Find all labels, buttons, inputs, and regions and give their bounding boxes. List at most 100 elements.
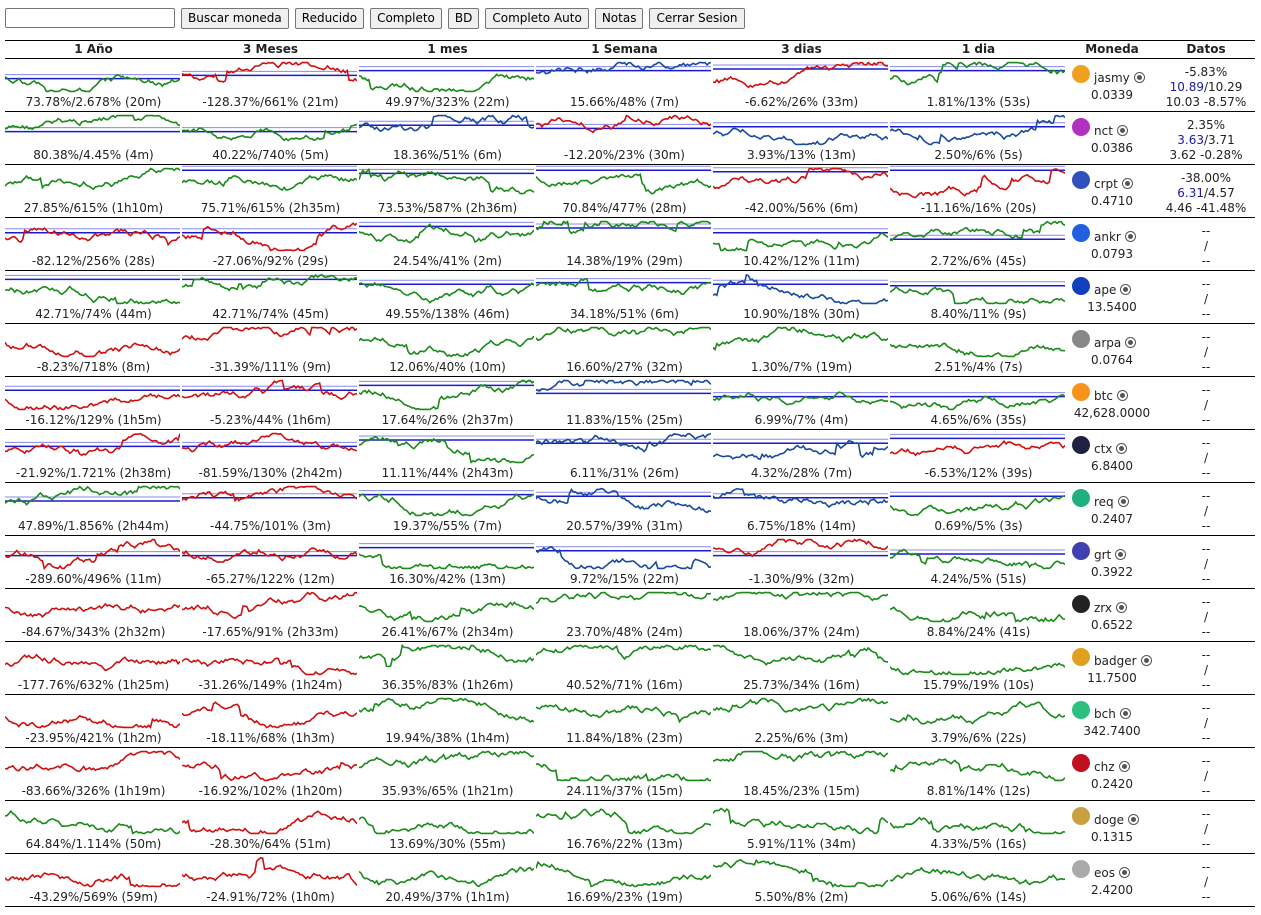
sparkline-cell-3-meses[interactable]: -18.11%/68% (1h3m): [182, 695, 359, 747]
cerrar-sesion-button[interactable]: Cerrar Sesion: [649, 7, 745, 29]
gear-icon[interactable]: [1120, 284, 1132, 295]
sparkline-cell-1-semana[interactable]: 11.83%/15% (25m): [536, 377, 713, 429]
sparkline-cell-1-ano[interactable]: -8.23%/718% (8m): [5, 324, 182, 376]
sparkline-cell-1-semana[interactable]: 15.66%/48% (7m): [536, 59, 713, 111]
sparkline-cell-1-dia[interactable]: 2.51%/4% (7s): [890, 324, 1067, 376]
search-input[interactable]: [5, 8, 175, 28]
sparkline-cell-1-ano[interactable]: 73.78%/2.678% (20m): [5, 59, 182, 111]
sparkline-cell-1-semana[interactable]: 16.76%/22% (13m): [536, 801, 713, 853]
sparkline-cell-3-dias[interactable]: 18.45%/23% (15m): [713, 748, 890, 800]
coin-symbol-link[interactable]: req: [1094, 495, 1129, 509]
coin-symbol-link[interactable]: zrx: [1094, 601, 1128, 615]
sparkline-cell-1-ano[interactable]: -43.29%/569% (59m): [5, 854, 182, 906]
coin-symbol-link[interactable]: ape: [1094, 283, 1132, 297]
sparkline-cell-3-meses[interactable]: -128.37%/661% (21m): [182, 59, 359, 111]
sparkline-cell-1-semana[interactable]: 20.57%/39% (31m): [536, 483, 713, 535]
sparkline-cell-3-meses[interactable]: 75.71%/615% (2h35m): [182, 165, 359, 217]
gear-icon[interactable]: [1118, 867, 1130, 878]
sparkline-cell-1-semana[interactable]: 70.84%/477% (28m): [536, 165, 713, 217]
sparkline-cell-1-ano[interactable]: 42.71%/74% (44m): [5, 271, 182, 323]
completo-auto-button[interactable]: Completo Auto: [485, 7, 589, 29]
gear-icon[interactable]: [1116, 602, 1128, 613]
sparkline-cell-1-semana[interactable]: 16.69%/23% (19m): [536, 854, 713, 906]
sparkline-cell-3-dias[interactable]: 3.93%/13% (13m): [713, 112, 890, 164]
sparkline-cell-1-ano[interactable]: 80.38%/4.45% (4m): [5, 112, 182, 164]
sparkline-cell-1-ano[interactable]: 27.85%/615% (1h10m): [5, 165, 182, 217]
sparkline-cell-3-meses[interactable]: -28.30%/64% (51m): [182, 801, 359, 853]
sparkline-cell-1-mes[interactable]: 17.64%/26% (2h37m): [359, 377, 536, 429]
sparkline-cell-1-dia[interactable]: 2.72%/6% (45s): [890, 218, 1067, 270]
coin-symbol-link[interactable]: eos: [1094, 866, 1130, 880]
coin-symbol-link[interactable]: arpa: [1094, 336, 1137, 350]
gear-icon[interactable]: [1118, 761, 1130, 772]
reducido-button[interactable]: Reducido: [294, 7, 365, 29]
coin-symbol-link[interactable]: doge: [1094, 813, 1139, 827]
sparkline-cell-3-dias[interactable]: 5.50%/8% (2m): [713, 854, 890, 906]
coin-symbol-link[interactable]: crpt: [1094, 177, 1133, 191]
coin-symbol-link[interactable]: nct: [1094, 124, 1128, 138]
sparkline-cell-3-dias[interactable]: -42.00%/56% (6m): [713, 165, 890, 217]
sparkline-cell-1-ano[interactable]: -84.67%/343% (2h32m): [5, 589, 182, 641]
notas-button[interactable]: Notas: [594, 7, 644, 29]
sparkline-cell-3-dias[interactable]: 5.91%/11% (34m): [713, 801, 890, 853]
sparkline-cell-1-semana[interactable]: 23.70%/48% (24m): [536, 589, 713, 641]
sparkline-cell-1-ano[interactable]: -21.92%/1.721% (2h38m): [5, 430, 182, 482]
coin-symbol-link[interactable]: grt: [1094, 548, 1127, 562]
sparkline-cell-3-dias[interactable]: -1.30%/9% (32m): [713, 536, 890, 588]
gear-icon[interactable]: [1125, 337, 1137, 348]
sparkline-cell-1-dia[interactable]: 15.79%/19% (10s): [890, 642, 1067, 694]
sparkline-cell-3-dias[interactable]: 4.32%/28% (7m): [713, 430, 890, 482]
sparkline-cell-1-mes[interactable]: 20.49%/37% (1h1m): [359, 854, 536, 906]
sparkline-cell-3-dias[interactable]: 10.42%/12% (11m): [713, 218, 890, 270]
sparkline-cell-1-ano[interactable]: -83.66%/326% (1h19m): [5, 748, 182, 800]
gear-icon[interactable]: [1119, 708, 1131, 719]
sparkline-cell-1-ano[interactable]: 64.84%/1.114% (50m): [5, 801, 182, 853]
sparkline-cell-1-ano[interactable]: 47.89%/1.856% (2h44m): [5, 483, 182, 535]
sparkline-cell-1-semana[interactable]: 40.52%/71% (16m): [536, 642, 713, 694]
sparkline-cell-1-semana[interactable]: 24.11%/37% (15m): [536, 748, 713, 800]
coin-symbol-link[interactable]: chz: [1094, 760, 1130, 774]
sparkline-cell-3-dias[interactable]: -6.62%/26% (33m): [713, 59, 890, 111]
sparkline-cell-1-semana[interactable]: 11.84%/18% (23m): [536, 695, 713, 747]
buscar-moneda-button[interactable]: Buscar moneda: [181, 7, 289, 29]
gear-icon[interactable]: [1116, 443, 1128, 454]
sparkline-cell-1-mes[interactable]: 24.54%/41% (2m): [359, 218, 536, 270]
sparkline-cell-1-ano[interactable]: -289.60%/496% (11m): [5, 536, 182, 588]
sparkline-cell-3-dias[interactable]: 6.75%/18% (14m): [713, 483, 890, 535]
gear-icon[interactable]: [1124, 231, 1136, 242]
sparkline-cell-3-meses[interactable]: -27.06%/92% (29s): [182, 218, 359, 270]
sparkline-cell-1-dia[interactable]: 8.81%/14% (12s): [890, 748, 1067, 800]
sparkline-cell-1-ano[interactable]: -177.76%/632% (1h25m): [5, 642, 182, 694]
gear-icon[interactable]: [1115, 549, 1127, 560]
sparkline-cell-3-dias[interactable]: 1.30%/7% (19m): [713, 324, 890, 376]
sparkline-cell-1-mes[interactable]: 13.69%/30% (55m): [359, 801, 536, 853]
completo-button[interactable]: Completo: [370, 7, 442, 29]
sparkline-cell-1-ano[interactable]: -16.12%/129% (1h5m): [5, 377, 182, 429]
sparkline-cell-3-dias[interactable]: 25.73%/34% (16m): [713, 642, 890, 694]
sparkline-cell-1-mes[interactable]: 18.36%/51% (6m): [359, 112, 536, 164]
sparkline-cell-1-dia[interactable]: 3.79%/6% (22s): [890, 695, 1067, 747]
sparkline-cell-1-mes[interactable]: 11.11%/44% (2h43m): [359, 430, 536, 482]
sparkline-cell-1-mes[interactable]: 19.94%/38% (1h4m): [359, 695, 536, 747]
sparkline-cell-3-meses[interactable]: -5.23%/44% (1h6m): [182, 377, 359, 429]
sparkline-cell-3-meses[interactable]: -16.92%/102% (1h20m): [182, 748, 359, 800]
sparkline-cell-1-semana[interactable]: 6.11%/31% (26m): [536, 430, 713, 482]
sparkline-cell-1-dia[interactable]: 8.84%/24% (41s): [890, 589, 1067, 641]
sparkline-cell-3-dias[interactable]: 10.90%/18% (30m): [713, 271, 890, 323]
sparkline-cell-3-meses[interactable]: -17.65%/91% (2h33m): [182, 589, 359, 641]
sparkline-cell-1-dia[interactable]: 1.81%/13% (53s): [890, 59, 1067, 111]
coin-symbol-link[interactable]: badger: [1094, 654, 1152, 668]
sparkline-cell-1-mes[interactable]: 16.30%/42% (13m): [359, 536, 536, 588]
sparkline-cell-3-meses[interactable]: -31.39%/111% (9m): [182, 324, 359, 376]
sparkline-cell-3-meses[interactable]: -31.26%/149% (1h24m): [182, 642, 359, 694]
gear-icon[interactable]: [1121, 178, 1133, 189]
gear-icon[interactable]: [1140, 655, 1152, 666]
sparkline-cell-1-mes[interactable]: 36.35%/83% (1h26m): [359, 642, 536, 694]
sparkline-cell-3-meses[interactable]: -81.59%/130% (2h42m): [182, 430, 359, 482]
sparkline-cell-1-dia[interactable]: 0.69%/5% (3s): [890, 483, 1067, 535]
bd-button[interactable]: BD: [447, 7, 480, 29]
coin-symbol-link[interactable]: btc: [1094, 389, 1128, 403]
coin-symbol-link[interactable]: ctx: [1094, 442, 1128, 456]
sparkline-cell-1-ano[interactable]: -23.95%/421% (1h2m): [5, 695, 182, 747]
sparkline-cell-1-ano[interactable]: -82.12%/256% (28s): [5, 218, 182, 270]
